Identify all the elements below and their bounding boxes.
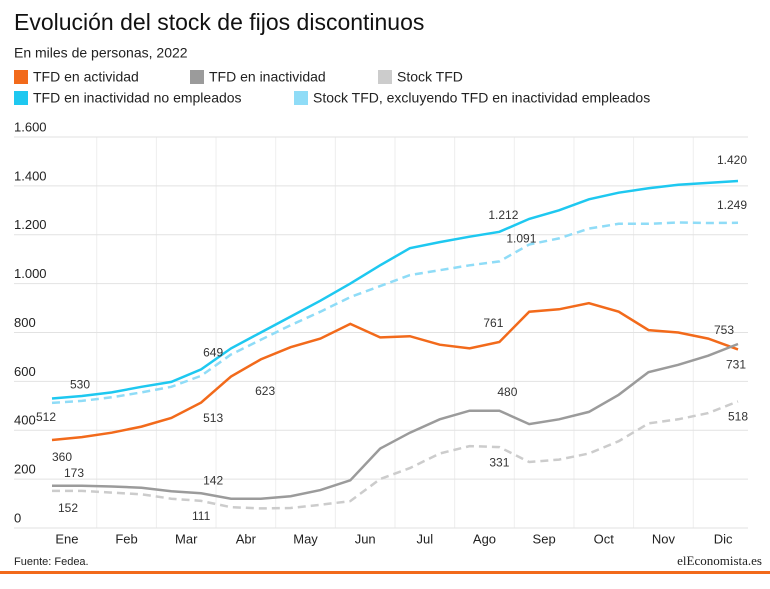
value-label: 1.420 (717, 153, 747, 167)
x-tick-label: Dic (714, 531, 733, 546)
y-tick-label: 400 (14, 413, 36, 428)
value-label: 173 (64, 466, 84, 480)
legend-label: Stock TFD (397, 69, 463, 85)
value-label: 513 (203, 411, 223, 425)
value-label: 1.091 (506, 232, 536, 246)
brand: elEconomista.es (677, 553, 762, 568)
legend-swatch (190, 70, 204, 84)
legend-swatch (378, 70, 392, 84)
x-tick-label: Ene (55, 531, 78, 546)
x-tick-label: Oct (594, 531, 615, 546)
series-line (52, 400, 739, 510)
series-line (51, 301, 739, 442)
series-line (51, 179, 739, 400)
x-tick-label: Sep (533, 531, 556, 546)
value-label: 111 (192, 509, 211, 523)
y-tick-label: 1.400 (14, 168, 47, 183)
value-label: 1.249 (717, 198, 747, 212)
value-label: 731 (726, 358, 746, 372)
legend-swatch (294, 91, 308, 105)
x-tick-label: Feb (115, 531, 137, 546)
x-tick-label: Nov (652, 531, 676, 546)
value-label: 623 (255, 384, 275, 398)
series-line (52, 342, 739, 500)
legend-label: TFD en inactividad (209, 69, 326, 85)
value-label: 530 (70, 378, 90, 392)
value-label: 142 (203, 473, 223, 487)
value-label: 649 (203, 346, 223, 360)
value-label: 761 (483, 316, 503, 330)
value-label: 512 (36, 410, 56, 424)
source: Fuente: Fedea. (14, 556, 89, 568)
value-label: 152 (58, 501, 78, 515)
y-tick-label: 0 (14, 510, 21, 525)
legend-label: TFD en inactividad no empleados (33, 90, 242, 106)
legend-label: Stock TFD, excluyendo TFD en inactividad… (313, 90, 650, 106)
x-tick-label: May (293, 531, 318, 546)
value-label: 753 (714, 323, 734, 337)
bottom-rule (0, 571, 770, 574)
y-tick-label: 1.200 (14, 217, 47, 232)
y-tick-label: 200 (14, 462, 36, 477)
legend-label: TFD en actividad (33, 69, 139, 85)
value-label: 331 (489, 455, 509, 469)
value-label: 360 (52, 450, 72, 464)
legend-swatch (14, 91, 28, 105)
y-tick-label: 1.000 (14, 266, 47, 281)
subtitle: En miles de personas, 2022 (14, 45, 188, 61)
value-label: 518 (728, 410, 748, 424)
x-tick-label: Abr (236, 531, 257, 546)
x-tick-label: Jul (417, 531, 434, 546)
x-tick-label: Mar (175, 531, 198, 546)
value-label: 480 (497, 385, 517, 399)
legend-swatch (14, 70, 28, 84)
y-tick-label: 800 (14, 315, 36, 330)
chart-title: Evolución del stock de fijos discontinuo… (14, 9, 424, 35)
x-tick-label: Ago (473, 531, 496, 546)
y-tick-label: 1.600 (14, 119, 47, 134)
series-line (51, 221, 739, 405)
x-tick-label: Jun (355, 531, 376, 546)
value-label: 1.212 (488, 208, 518, 222)
y-tick-label: 600 (14, 364, 36, 379)
